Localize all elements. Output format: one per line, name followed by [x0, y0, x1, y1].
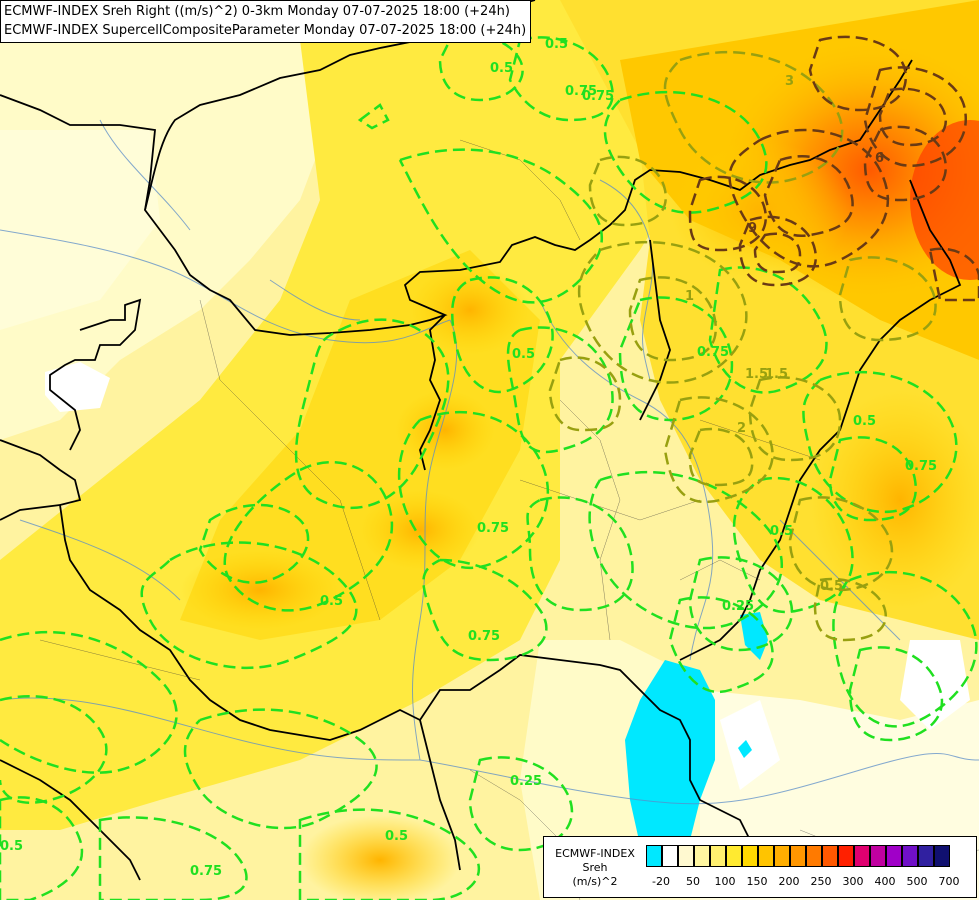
- legend-swatch: [822, 845, 838, 867]
- legend-tick: 400: [874, 875, 896, 888]
- map-title: ECMWF-INDEX Sreh Right ((m/s)^2) 0-3km M…: [0, 0, 532, 43]
- contour-label: 0.5: [853, 414, 876, 429]
- contour-label: 0.5: [0, 839, 23, 854]
- contour-label: 0.75: [468, 629, 500, 644]
- country-borders: [0, 0, 962, 881]
- legend-swatch: [742, 845, 758, 867]
- title-line-sreh: ECMWF-INDEX Sreh Right ((m/s)^2) 0-3km M…: [4, 4, 510, 19]
- contour-label: 1.5: [745, 367, 768, 382]
- legend-swatch: [694, 845, 710, 867]
- legend-swatch: [790, 845, 806, 867]
- legend-tick: 300: [842, 875, 864, 888]
- legend-tick: 50: [686, 875, 700, 888]
- contour-label: 0.75: [582, 89, 614, 104]
- legend-source: ECMWF-INDEX: [555, 847, 635, 860]
- legend-swatch: [774, 845, 790, 867]
- contour-label: 3: [785, 74, 794, 89]
- legend-swatch: [854, 845, 870, 867]
- legend-swatch: [934, 845, 950, 867]
- contour-label: 1.5: [765, 367, 788, 382]
- legend-title: ECMWF-INDEX Sreh (m/s)^2: [548, 847, 642, 889]
- contour-label: 0.5: [490, 61, 513, 76]
- title-line-scp: ECMWF-INDEX SupercellCompositeParameter …: [4, 23, 527, 38]
- contour-label: 1: [685, 289, 694, 304]
- legend-swatch: [870, 845, 886, 867]
- legend-tick: 700: [938, 875, 960, 888]
- contour-label: 0.5: [820, 579, 843, 594]
- legend-swatch: [918, 845, 934, 867]
- legend-swatch: [678, 845, 694, 867]
- legend-swatch: [838, 845, 854, 867]
- contour-label: 0.5: [545, 37, 568, 52]
- scp-contours-green: [0, 34, 978, 900]
- scp-contours-olive: [548, 50, 937, 642]
- color-legend: ECMWF-INDEX Sreh (m/s)^2 -20 50 100 150 200 2…: [543, 836, 977, 898]
- contour-label: 9: [748, 221, 757, 236]
- legend-tick: 200: [778, 875, 800, 888]
- legend-swatch: [758, 845, 774, 867]
- legend-tick: -20: [652, 875, 670, 888]
- contour-label: 0.25: [722, 599, 754, 614]
- legend-tick: 250: [810, 875, 832, 888]
- legend-swatch: [726, 845, 742, 867]
- legend-swatch: [646, 845, 662, 867]
- contour-label: 0.75: [477, 521, 509, 536]
- legend-tick: 500: [906, 875, 928, 888]
- contour-label: 0.75: [905, 459, 937, 474]
- scp-contour-labels: 0.5 0.75 0.75 0.5 0.5 0.75 1.5 0.75 0.5 …: [0, 37, 937, 879]
- rivers: [0, 119, 979, 805]
- contour-label: 0.5: [512, 347, 535, 362]
- contour-label: 0.75: [190, 864, 222, 879]
- legend-tick: 100: [714, 875, 736, 888]
- legend-variable: Sreh: [582, 861, 608, 874]
- contour-label: 2: [737, 421, 746, 436]
- contour-label: 0.75: [565, 84, 597, 99]
- contour-label: 0.25: [510, 774, 542, 789]
- scp-contours-brown: [688, 35, 979, 302]
- legend-unit: (m/s)^2: [572, 875, 618, 888]
- contour-label: 0.5: [320, 594, 343, 609]
- contour-label: 0.75: [697, 345, 729, 360]
- contour-label: 6: [875, 151, 884, 166]
- legend-swatch: [662, 845, 678, 867]
- legend-swatch: [806, 845, 822, 867]
- contour-label: 0.5: [385, 829, 408, 844]
- legend-swatch: [886, 845, 902, 867]
- legend-swatch: [710, 845, 726, 867]
- legend-swatch: [902, 845, 918, 867]
- contour-label: 0.5: [770, 524, 793, 539]
- legend-tick: 150: [746, 875, 768, 888]
